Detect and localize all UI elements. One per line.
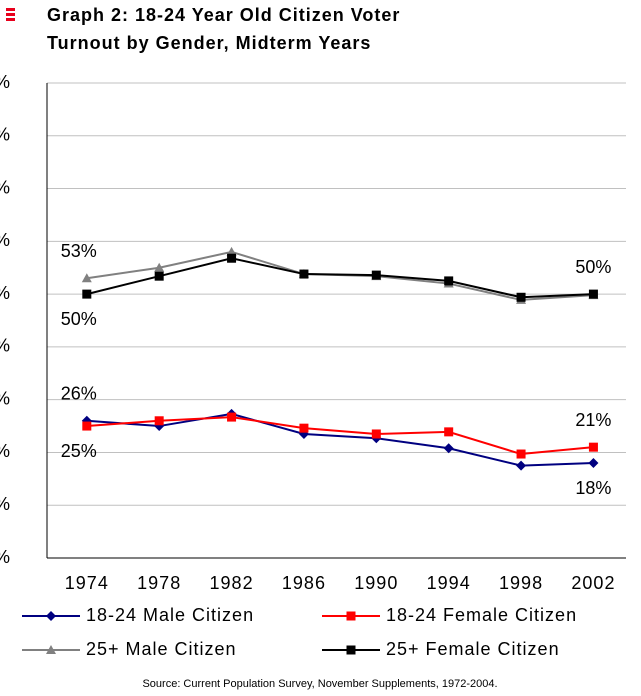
marker xyxy=(346,645,356,655)
data-label: 50% xyxy=(575,257,611,277)
y-tick-label: 30% xyxy=(0,388,10,408)
y-tick-label: 10% xyxy=(0,494,10,514)
marker xyxy=(226,246,237,256)
marker xyxy=(46,645,56,654)
marker xyxy=(82,289,92,299)
title-icon xyxy=(6,18,15,21)
title-icon xyxy=(6,8,15,11)
marker xyxy=(588,442,598,452)
x-tick-label: 1994 xyxy=(427,573,471,593)
y-tick-label: 20% xyxy=(0,441,10,461)
y-tick-label: 60% xyxy=(0,230,10,250)
legend-label: 18-24 Female Citizen xyxy=(386,605,577,625)
series-line xyxy=(86,257,594,299)
legend-label: 25+ Female Citizen xyxy=(386,639,560,659)
data-label: 18% xyxy=(575,478,611,498)
source-note: Source: Current Population Survey, Novem… xyxy=(142,678,497,690)
y-tick-label: 40% xyxy=(0,336,10,356)
data-label: 26% xyxy=(61,384,97,404)
y-tick-label: 80% xyxy=(0,125,10,145)
y-tick-label: 90% xyxy=(0,72,10,92)
y-tick-label: 50% xyxy=(0,283,10,303)
x-tick-label: 1982 xyxy=(210,573,254,593)
marker xyxy=(371,270,381,280)
data-label: 50% xyxy=(61,309,97,329)
x-tick-label: 1998 xyxy=(499,573,543,593)
x-tick-label: 1986 xyxy=(282,573,326,593)
marker xyxy=(346,611,356,621)
marker xyxy=(299,423,309,433)
marker xyxy=(227,253,237,263)
marker xyxy=(154,271,164,281)
marker xyxy=(82,421,92,431)
marker xyxy=(588,458,599,468)
series-line xyxy=(86,416,594,456)
marker xyxy=(588,289,598,299)
data-label: 21% xyxy=(575,410,611,430)
x-tick-label: 2002 xyxy=(571,573,615,593)
marker xyxy=(516,292,526,302)
y-tick-label: 0% xyxy=(0,547,10,567)
marker xyxy=(81,273,92,283)
marker xyxy=(516,460,527,471)
x-tick-label: 1990 xyxy=(354,573,398,593)
marker xyxy=(443,443,454,454)
marker xyxy=(516,449,526,459)
series-line xyxy=(86,412,594,467)
marker xyxy=(154,416,164,426)
chart-subtitle: Turnout by Gender, Midterm Years xyxy=(47,33,371,53)
marker xyxy=(227,412,237,422)
marker xyxy=(46,611,56,621)
y-tick-label: 70% xyxy=(0,177,10,197)
marker xyxy=(154,262,165,272)
legend-label: 18-24 Male Citizen xyxy=(86,605,254,625)
marker xyxy=(371,429,381,439)
legend-label: 25+ Male Citizen xyxy=(86,639,237,659)
title-icon xyxy=(6,13,15,16)
x-tick-label: 1974 xyxy=(65,573,109,593)
marker xyxy=(444,276,454,286)
data-label: 53% xyxy=(61,241,97,261)
data-label: 25% xyxy=(61,441,97,461)
marker xyxy=(444,427,454,437)
marker xyxy=(299,269,309,279)
chart-title: Graph 2: 18-24 Year Old Citizen Voter xyxy=(47,5,400,25)
x-tick-label: 1978 xyxy=(137,573,181,593)
